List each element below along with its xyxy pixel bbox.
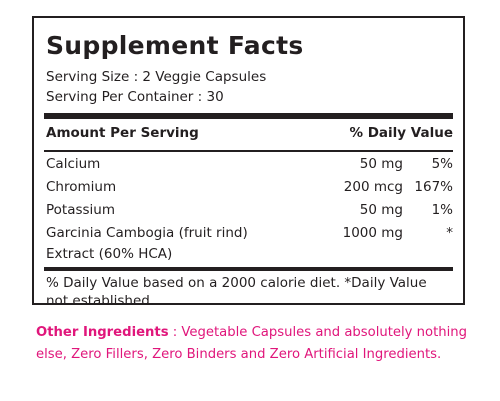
nutrient-daily-value: * [446,225,453,241]
nutrient-name: Potassium [46,202,116,218]
thick-divider-top [44,113,453,119]
serving-size: Serving Size : 2 Veggie Capsules [46,69,267,85]
other-ingredients-line-1: Other Ingredients : Vegetable Capsules a… [36,322,476,344]
footnote-line-2: not established. [46,293,155,309]
nutrient-daily-value: 167% [414,179,453,195]
nutrient-name: Garcinia Cambogia (fruit rind) [46,225,248,241]
other-ingredients-text-1: : Vegetable Capsules and absolutely noth… [168,325,468,340]
header-amount: Amount Per Serving [46,125,199,141]
nutrient-name: Chromium [46,179,117,195]
nutrient-amount: 50 mg [359,156,403,172]
footnote-line-1: % Daily Value based on a 2000 calorie di… [46,275,427,291]
thick-divider-bottom [44,267,453,271]
panel-title: Supplement Facts [46,31,304,60]
nutrient-daily-value: 1% [431,202,453,218]
nutrient-amount: 200 mcg [343,179,403,195]
other-ingredients-label: Other Ingredients [36,325,169,340]
supplement-facts-panel: Supplement Facts Serving Size : 2 Veggie… [32,16,465,308]
nutrient-name: Calcium [46,156,101,172]
footnote: % Daily Value based on a 2000 calorie di… [46,275,451,291]
other-ingredients-text-2: else, Zero Fillers, Zero Binders and Zer… [36,347,442,362]
divider-header [44,150,453,152]
nutrient-amount: 50 mg [359,202,403,218]
nutrient-name-continued: Extract (60% HCA) [46,246,173,262]
nutrient-amount: 1000 mg [342,225,403,241]
header-daily-value: % Daily Value [349,125,453,141]
other-ingredients: Other Ingredients : Vegetable Capsules a… [36,322,476,366]
servings-per-container: Serving Per Container : 30 [46,89,224,105]
nutrient-daily-value: 5% [431,156,453,172]
